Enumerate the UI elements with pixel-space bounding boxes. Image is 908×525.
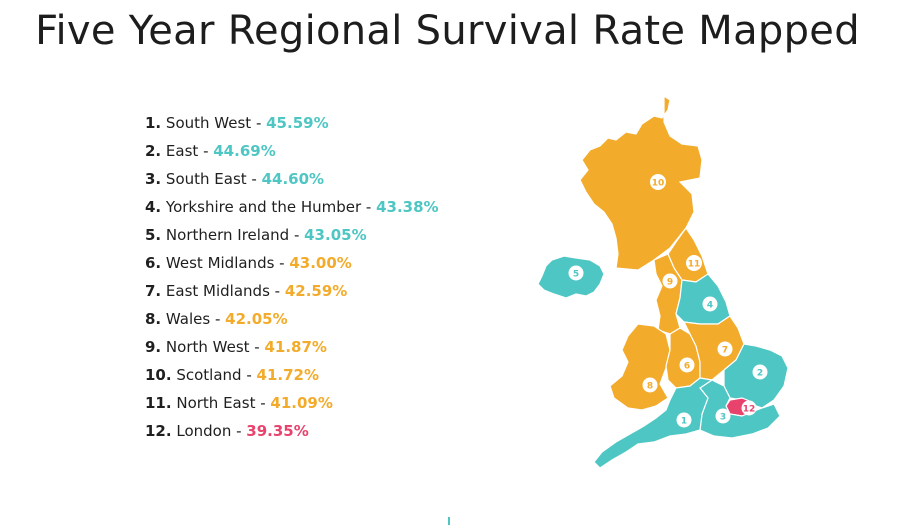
rate-value: 43.05% bbox=[304, 226, 367, 244]
list-item: 5. Northern Ireland - 43.05% bbox=[145, 224, 439, 252]
separator: - bbox=[246, 170, 262, 188]
svg-text:9: 9 bbox=[667, 278, 673, 288]
rate-value: 41.09% bbox=[270, 394, 333, 412]
separator: - bbox=[251, 114, 267, 132]
svg-text:7: 7 bbox=[722, 346, 728, 356]
separator: - bbox=[198, 142, 214, 160]
map-badge-7: 7 bbox=[717, 341, 733, 357]
map-badge-8: 8 bbox=[642, 377, 658, 393]
region-name: Scotland bbox=[176, 366, 242, 384]
list-item: 6. West Midlands - 43.00% bbox=[145, 252, 439, 280]
separator: - bbox=[249, 338, 265, 356]
separator: - bbox=[274, 254, 290, 272]
rank-number: 12. bbox=[145, 422, 172, 440]
list-item: 3. South East - 44.60% bbox=[145, 168, 439, 196]
list-item: 2. East - 44.69% bbox=[145, 140, 439, 168]
rate-value: 41.87% bbox=[264, 338, 327, 356]
separator: - bbox=[241, 366, 257, 384]
list-item: 11. North East - 41.09% bbox=[145, 392, 439, 420]
list-item: 12. London - 39.35% bbox=[145, 420, 439, 448]
rate-value: 39.35% bbox=[246, 422, 309, 440]
svg-text:11: 11 bbox=[688, 260, 701, 270]
separator: - bbox=[255, 394, 271, 412]
separator: - bbox=[289, 226, 305, 244]
region-name: East bbox=[165, 142, 199, 160]
rank-number: 10. bbox=[145, 366, 172, 384]
rate-value: 42.05% bbox=[225, 310, 288, 328]
rank-number: 4. bbox=[145, 198, 162, 216]
map-badge-4: 4 bbox=[702, 296, 718, 312]
rank-number: 3. bbox=[145, 170, 162, 188]
map-badge-9: 9 bbox=[662, 273, 678, 289]
map-badge-12: 12 bbox=[741, 400, 757, 416]
region-name: North East bbox=[176, 394, 256, 412]
region-south-west bbox=[593, 377, 714, 469]
uk-region-map: 1 2 3 4 5 6 7 8 9 10 11 12 bbox=[530, 88, 805, 473]
rank-number: 7. bbox=[145, 282, 162, 300]
region-name: West Midlands bbox=[165, 254, 275, 272]
region-yorkshire bbox=[675, 273, 731, 325]
ranking-list: 1. South West - 45.59% 2. East - 44.69% … bbox=[145, 112, 439, 448]
rate-value: 44.69% bbox=[213, 142, 276, 160]
divider-mark bbox=[448, 517, 450, 525]
list-item: 7. East Midlands - 42.59% bbox=[145, 280, 439, 308]
region-name: Northern Ireland bbox=[165, 226, 290, 244]
svg-text:5: 5 bbox=[573, 270, 579, 280]
region-wales bbox=[609, 323, 671, 411]
rate-value: 43.38% bbox=[376, 198, 439, 216]
map-badge-1: 1 bbox=[676, 412, 692, 428]
separator: - bbox=[210, 310, 226, 328]
region-name: Yorkshire and the Humber bbox=[165, 198, 362, 216]
list-item: 4. Yorkshire and the Humber - 43.38% bbox=[145, 196, 439, 224]
region-name: South West bbox=[165, 114, 252, 132]
rate-value: 42.59% bbox=[284, 282, 348, 300]
svg-text:2: 2 bbox=[757, 369, 763, 379]
region-name: North West bbox=[165, 338, 250, 356]
region-name: East Midlands bbox=[165, 282, 270, 300]
separator: - bbox=[361, 198, 377, 216]
svg-text:8: 8 bbox=[647, 382, 653, 392]
separator: - bbox=[269, 282, 285, 300]
svg-text:3: 3 bbox=[720, 413, 726, 423]
rank-number: 9. bbox=[145, 338, 162, 356]
rank-number: 5. bbox=[145, 226, 162, 244]
region-name: South East bbox=[165, 170, 247, 188]
page-title: Five Year Regional Survival Rate Mapped bbox=[35, 8, 860, 54]
list-item: 9. North West - 41.87% bbox=[145, 336, 439, 364]
rank-number: 2. bbox=[145, 142, 162, 160]
rank-number: 6. bbox=[145, 254, 162, 272]
rate-value: 43.00% bbox=[289, 254, 352, 272]
list-item: 10. Scotland - 41.72% bbox=[145, 364, 439, 392]
svg-text:12: 12 bbox=[743, 405, 756, 415]
rank-number: 1. bbox=[145, 114, 162, 132]
map-badge-6: 6 bbox=[679, 357, 695, 373]
svg-text:6: 6 bbox=[684, 362, 690, 372]
svg-text:10: 10 bbox=[652, 179, 665, 189]
rate-value: 45.59% bbox=[266, 114, 329, 132]
svg-text:1: 1 bbox=[681, 417, 687, 427]
region-name: London bbox=[176, 422, 232, 440]
svg-text:4: 4 bbox=[707, 301, 713, 311]
rank-number: 11. bbox=[145, 394, 172, 412]
map-badge-5: 5 bbox=[568, 265, 584, 281]
rate-value: 44.60% bbox=[261, 170, 325, 188]
rate-value: 41.72% bbox=[256, 366, 320, 384]
map-badge-2: 2 bbox=[752, 364, 768, 380]
region-name: Wales bbox=[165, 310, 211, 328]
region-scotland bbox=[579, 94, 703, 271]
separator: - bbox=[231, 422, 247, 440]
map-badge-10: 10 bbox=[650, 174, 666, 190]
rank-number: 8. bbox=[145, 310, 162, 328]
map-badge-3: 3 bbox=[715, 408, 731, 424]
map-badge-11: 11 bbox=[686, 255, 702, 271]
list-item: 1. South West - 45.59% bbox=[145, 112, 439, 140]
list-item: 8. Wales - 42.05% bbox=[145, 308, 439, 336]
